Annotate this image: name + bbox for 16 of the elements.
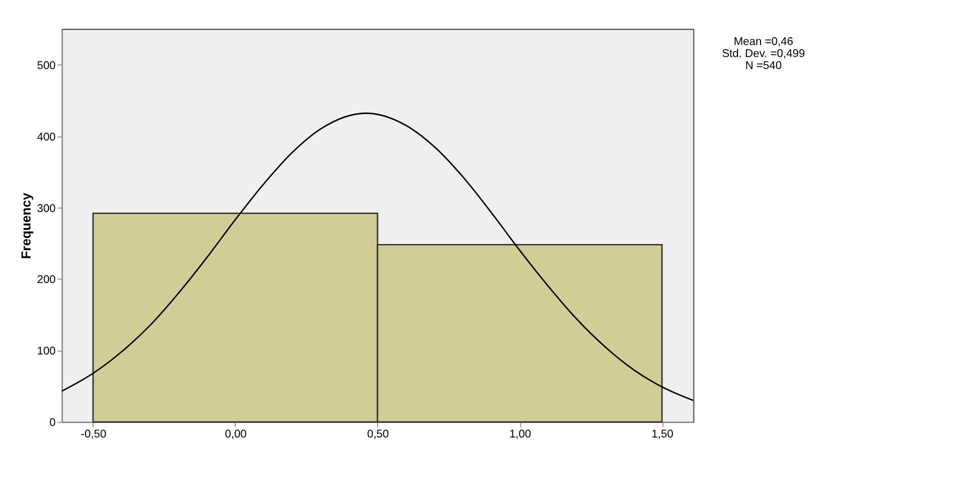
y-tick-label: 500 [36, 60, 56, 72]
x-tick-label: 0,00 [224, 428, 247, 440]
text: N =540 [745, 60, 782, 72]
text: Mean =0,46 [734, 36, 794, 48]
y-tick-label: 400 [36, 131, 56, 144]
y-tick-label: 300 [36, 202, 56, 215]
y-tick-label: 0 [49, 417, 56, 430]
x-tick-label: -0,50 [80, 428, 106, 440]
x-tick-label: 1,00 [509, 428, 532, 440]
x-tick-label: 1,50 [652, 428, 674, 440]
y-tick-label: 100 [36, 346, 56, 358]
y-axis-title: Frequency [18, 192, 34, 259]
x-tick-label: 0,50 [367, 428, 389, 440]
text: Std. Dev. =0,499 [722, 48, 806, 60]
line-series [62, 112, 694, 402]
y-tick-label: 200 [36, 274, 56, 286]
